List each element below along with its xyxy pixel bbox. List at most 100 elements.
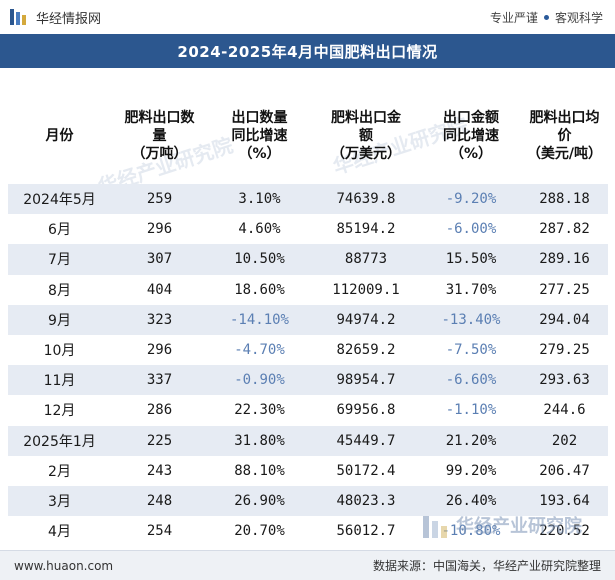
cell-amount-yoy: 26.40% bbox=[421, 485, 521, 517]
header-line: 肥料出口均 bbox=[529, 110, 600, 126]
cell-amount: 88773 bbox=[311, 244, 421, 275]
cell-quantity: 259 bbox=[111, 184, 208, 215]
cell-amount-yoy: -13.40% bbox=[421, 304, 521, 335]
cell-month: 2月 bbox=[8, 455, 111, 486]
cell-month: 7月 bbox=[8, 244, 111, 275]
corner-watermark-text: 华经产业研究院 bbox=[456, 516, 582, 537]
table-row: 6月 296 4.60% 85194.2 -6.00% 287.82 bbox=[8, 214, 608, 245]
cell-avg-price: 293.63 bbox=[521, 365, 608, 396]
cell-quantity-yoy: 88.10% bbox=[208, 455, 311, 486]
header-line: 月份 bbox=[45, 128, 74, 144]
header-line: 出口数量 bbox=[231, 110, 288, 126]
cell-amount: 50172.4 bbox=[311, 455, 421, 486]
top-bar: 华经情报网 专业严谨 客观科学 bbox=[0, 0, 615, 34]
cell-month: 8月 bbox=[8, 274, 111, 305]
cell-amount: 69956.8 bbox=[311, 395, 421, 426]
table-header: 月份 肥料出口数 量 （万吨） 出口数量 同比增速 （%） 肥料出口金 额 （万… bbox=[8, 88, 608, 184]
cell-avg-price: 244.6 bbox=[521, 395, 608, 426]
header-line: （美元/吨） bbox=[526, 146, 603, 162]
header-line: （%） bbox=[238, 146, 281, 162]
cell-amount: 82659.2 bbox=[311, 334, 421, 366]
table-row: 3月 248 26.90% 48023.3 26.40% 193.64 bbox=[8, 485, 608, 517]
cell-quantity-yoy: 4.60% bbox=[208, 214, 311, 245]
column-header-month: 月份 bbox=[8, 88, 111, 184]
cell-quantity: 248 bbox=[111, 485, 208, 517]
header-line: 同比增速 bbox=[443, 128, 499, 144]
cell-amount: 48023.3 bbox=[311, 485, 421, 517]
website-link[interactable]: www.huaon.com bbox=[14, 558, 114, 573]
table-row: 2月 243 88.10% 50172.4 99.20% 206.47 bbox=[8, 455, 608, 486]
cell-amount: 74639.8 bbox=[311, 184, 421, 215]
cell-quantity-yoy: 3.10% bbox=[208, 184, 311, 215]
table-row: 8月 404 18.60% 112009.1 31.70% 277.25 bbox=[8, 274, 608, 305]
cell-month: 12月 bbox=[8, 395, 111, 426]
cell-month: 3月 bbox=[8, 485, 111, 517]
cell-quantity: 254 bbox=[111, 516, 208, 547]
export-table: 月份 肥料出口数 量 （万吨） 出口数量 同比增速 （%） 肥料出口金 额 （万… bbox=[8, 88, 608, 547]
cell-amount: 112009.1 bbox=[311, 274, 421, 305]
cell-quantity: 296 bbox=[111, 334, 208, 366]
footer: www.huaon.com 数据来源：中国海关，华经产业研究院整理 bbox=[0, 550, 615, 580]
site-name: 华经情报网 bbox=[36, 11, 102, 27]
cell-avg-price: 202 bbox=[521, 425, 608, 456]
cell-quantity-yoy: 20.70% bbox=[208, 516, 311, 547]
header-line: 额 bbox=[359, 128, 373, 144]
cell-quantity: 404 bbox=[111, 274, 208, 305]
cell-quantity: 337 bbox=[111, 365, 208, 396]
header-line: 量 bbox=[152, 128, 167, 144]
header-line: （%） bbox=[449, 146, 493, 162]
slogan: 专业严谨 客观科学 bbox=[490, 9, 603, 26]
header-line: 价 bbox=[557, 128, 572, 144]
table-row: 7月 307 10.50% 88773 15.50% 289.16 bbox=[8, 244, 608, 275]
table-row: 2025年1月 225 31.80% 45449.7 21.20% 202 bbox=[8, 425, 608, 456]
header-line: 肥料出口金 bbox=[331, 110, 401, 126]
cell-amount-yoy: 15.50% bbox=[421, 244, 521, 275]
cell-amount-yoy: 21.20% bbox=[421, 425, 521, 456]
cell-amount-yoy: -7.50% bbox=[421, 334, 521, 366]
table-row: 2024年5月 259 3.10% 74639.8 -9.20% 288.18 bbox=[8, 184, 608, 215]
corner-watermark: 华经产业研究院 bbox=[420, 505, 608, 549]
cell-amount-yoy: -1.10% bbox=[421, 395, 521, 426]
title-bar: 2024-2025年4月中国肥料出口情况 bbox=[0, 34, 615, 68]
cell-quantity-yoy: 31.80% bbox=[208, 425, 311, 456]
cell-quantity: 225 bbox=[111, 425, 208, 456]
cell-quantity: 243 bbox=[111, 455, 208, 486]
cell-quantity-yoy: 22.30% bbox=[208, 395, 311, 426]
cell-quantity-yoy: 26.90% bbox=[208, 485, 311, 517]
cell-avg-price: 287.82 bbox=[521, 214, 608, 245]
column-header-amount-yoy: 出口金额 同比增速 （%） bbox=[421, 88, 521, 184]
table-row: 12月 286 22.30% 69956.8 -1.10% 244.6 bbox=[8, 395, 608, 426]
table-body: 2024年5月 259 3.10% 74639.8 -9.20% 288.18 6月 296 4… bbox=[8, 184, 608, 547]
cell-avg-price: 294.04 bbox=[521, 304, 608, 335]
header-line: 出口金额 bbox=[443, 110, 499, 126]
cell-quantity: 296 bbox=[111, 214, 208, 245]
cell-month: 6月 bbox=[8, 214, 111, 245]
cell-amount: 56012.7 bbox=[311, 516, 421, 547]
cell-quantity: 307 bbox=[111, 244, 208, 275]
cell-avg-price: 279.25 bbox=[521, 334, 608, 366]
cell-month: 2024年5月 bbox=[8, 184, 111, 215]
header-line: （万吨） bbox=[131, 146, 188, 162]
brand[interactable]: 华经情报网 bbox=[8, 6, 101, 28]
cell-avg-price: 220.52 bbox=[521, 516, 608, 547]
cell-quantity-yoy: -4.70% bbox=[208, 334, 311, 366]
huajing-logo-icon bbox=[423, 516, 447, 538]
header-line: 肥料出口数 bbox=[124, 110, 195, 126]
page-title: 2024-2025年4月中国肥料出口情况 bbox=[177, 42, 438, 61]
table-row: 10月 296 -4.70% 82659.2 -7.50% 279.25 bbox=[8, 334, 608, 366]
cell-month: 10月 bbox=[8, 334, 111, 366]
cell-amount-yoy: -6.60% bbox=[421, 365, 521, 396]
cell-amount-yoy: 99.20% bbox=[421, 455, 521, 486]
cell-month: 2025年1月 bbox=[8, 425, 111, 456]
cell-quantity-yoy: 10.50% bbox=[208, 244, 311, 275]
cell-avg-price: 206.47 bbox=[521, 455, 608, 486]
cell-quantity-yoy: -14.10% bbox=[208, 304, 311, 335]
cell-avg-price: 193.64 bbox=[521, 485, 608, 517]
cell-amount: 45449.7 bbox=[311, 425, 421, 456]
cell-month: 11月 bbox=[8, 365, 111, 396]
cell-quantity-yoy: -0.90% bbox=[208, 365, 311, 396]
cell-month: 9月 bbox=[8, 304, 111, 335]
header-line: 同比增速 bbox=[231, 128, 288, 144]
cell-month: 4月 bbox=[8, 516, 111, 547]
